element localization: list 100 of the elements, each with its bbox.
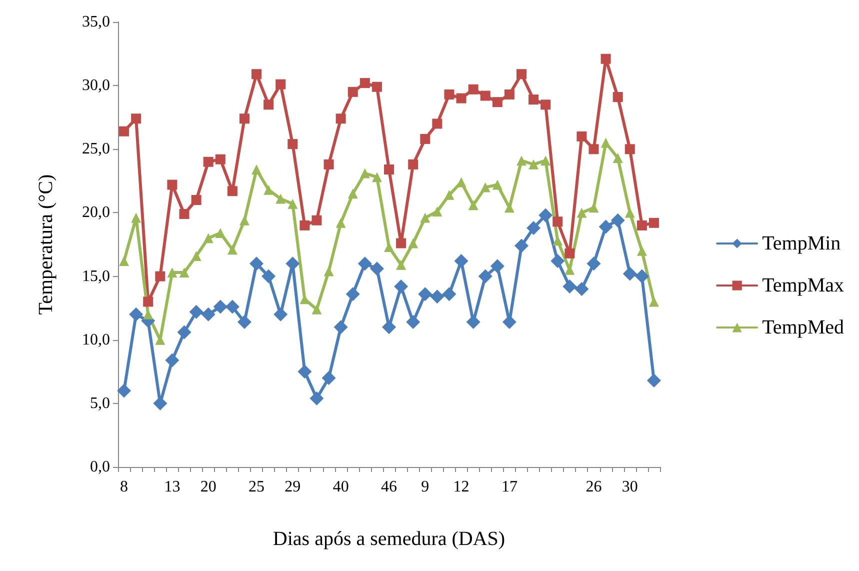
y-tick-label: 35,0 [82, 14, 110, 30]
point [191, 195, 202, 205]
point [215, 154, 226, 164]
point [576, 208, 587, 218]
x-axis-title: Dias após a semedura (DAS) [272, 528, 506, 550]
point [322, 371, 336, 385]
point [203, 233, 214, 244]
x-tick-label: 17 [501, 478, 518, 496]
legend-label: TempMax [762, 274, 844, 296]
point [286, 256, 300, 271]
point [408, 159, 418, 170]
point [624, 144, 635, 154]
point [131, 212, 142, 223]
point [237, 315, 252, 330]
point [550, 254, 565, 268]
point [155, 271, 166, 282]
point [444, 190, 454, 200]
point [516, 69, 526, 80]
point [610, 213, 625, 228]
point [262, 269, 276, 284]
point [382, 320, 396, 334]
point [636, 246, 647, 256]
point [264, 184, 274, 195]
point [227, 186, 238, 196]
point [346, 287, 360, 302]
x-tick-label: 40 [332, 478, 349, 496]
point [372, 172, 382, 182]
point [468, 84, 478, 94]
point [502, 315, 516, 330]
point [276, 79, 286, 90]
point [406, 315, 420, 330]
y-tick-label: 20,0 [82, 204, 110, 222]
point [372, 82, 382, 92]
point [119, 126, 130, 136]
point [516, 156, 526, 166]
y-tick-label: 0,0 [90, 458, 110, 476]
point [252, 164, 262, 174]
point [274, 307, 288, 322]
point [442, 287, 456, 302]
point [634, 269, 649, 284]
point [370, 262, 384, 276]
point [276, 194, 286, 204]
point [492, 180, 502, 190]
point [504, 89, 514, 100]
point [336, 218, 346, 228]
point [636, 220, 647, 230]
point [394, 279, 408, 294]
point [312, 304, 322, 314]
point [600, 138, 611, 148]
point [348, 188, 358, 199]
point [167, 267, 178, 278]
point [396, 238, 406, 248]
point [420, 134, 430, 144]
x-tick-label: 12 [453, 478, 470, 496]
point [191, 250, 202, 261]
point [588, 202, 599, 213]
point [456, 93, 466, 104]
point [562, 279, 577, 294]
x-tick-label: 29 [284, 478, 301, 496]
point [358, 256, 372, 271]
point [432, 118, 442, 129]
point [600, 54, 611, 64]
point [648, 296, 659, 307]
point [468, 200, 478, 210]
point [334, 320, 348, 334]
point [648, 218, 659, 228]
point [408, 238, 418, 248]
legend-label: TempMed [762, 316, 844, 338]
point [454, 254, 468, 268]
point [360, 168, 370, 178]
point [612, 153, 623, 164]
y-tick-label: 25,0 [82, 140, 110, 158]
x-tick-label: 20 [200, 478, 216, 496]
point [528, 94, 539, 105]
point [526, 220, 541, 235]
point [432, 206, 442, 216]
point [252, 69, 262, 80]
point [624, 208, 635, 218]
point [540, 100, 551, 110]
point [239, 215, 250, 226]
point [179, 267, 190, 278]
y-tick-label: 30,0 [82, 77, 110, 94]
point [119, 256, 130, 266]
point [538, 208, 553, 222]
x-tick-label: 46 [381, 478, 397, 496]
point [396, 260, 406, 270]
x-tick-label: 25 [248, 478, 265, 496]
point [504, 202, 514, 213]
point [177, 325, 192, 340]
y-axis-title: Temperatura (°C) [35, 174, 57, 315]
point [576, 131, 587, 142]
point [622, 266, 637, 281]
point [588, 144, 599, 154]
point [298, 364, 312, 379]
point [612, 92, 623, 102]
x-tick-label: 9 [421, 478, 430, 496]
point [264, 100, 274, 110]
x-tick-label: 30 [622, 478, 638, 496]
point [300, 220, 310, 230]
point [564, 248, 575, 258]
